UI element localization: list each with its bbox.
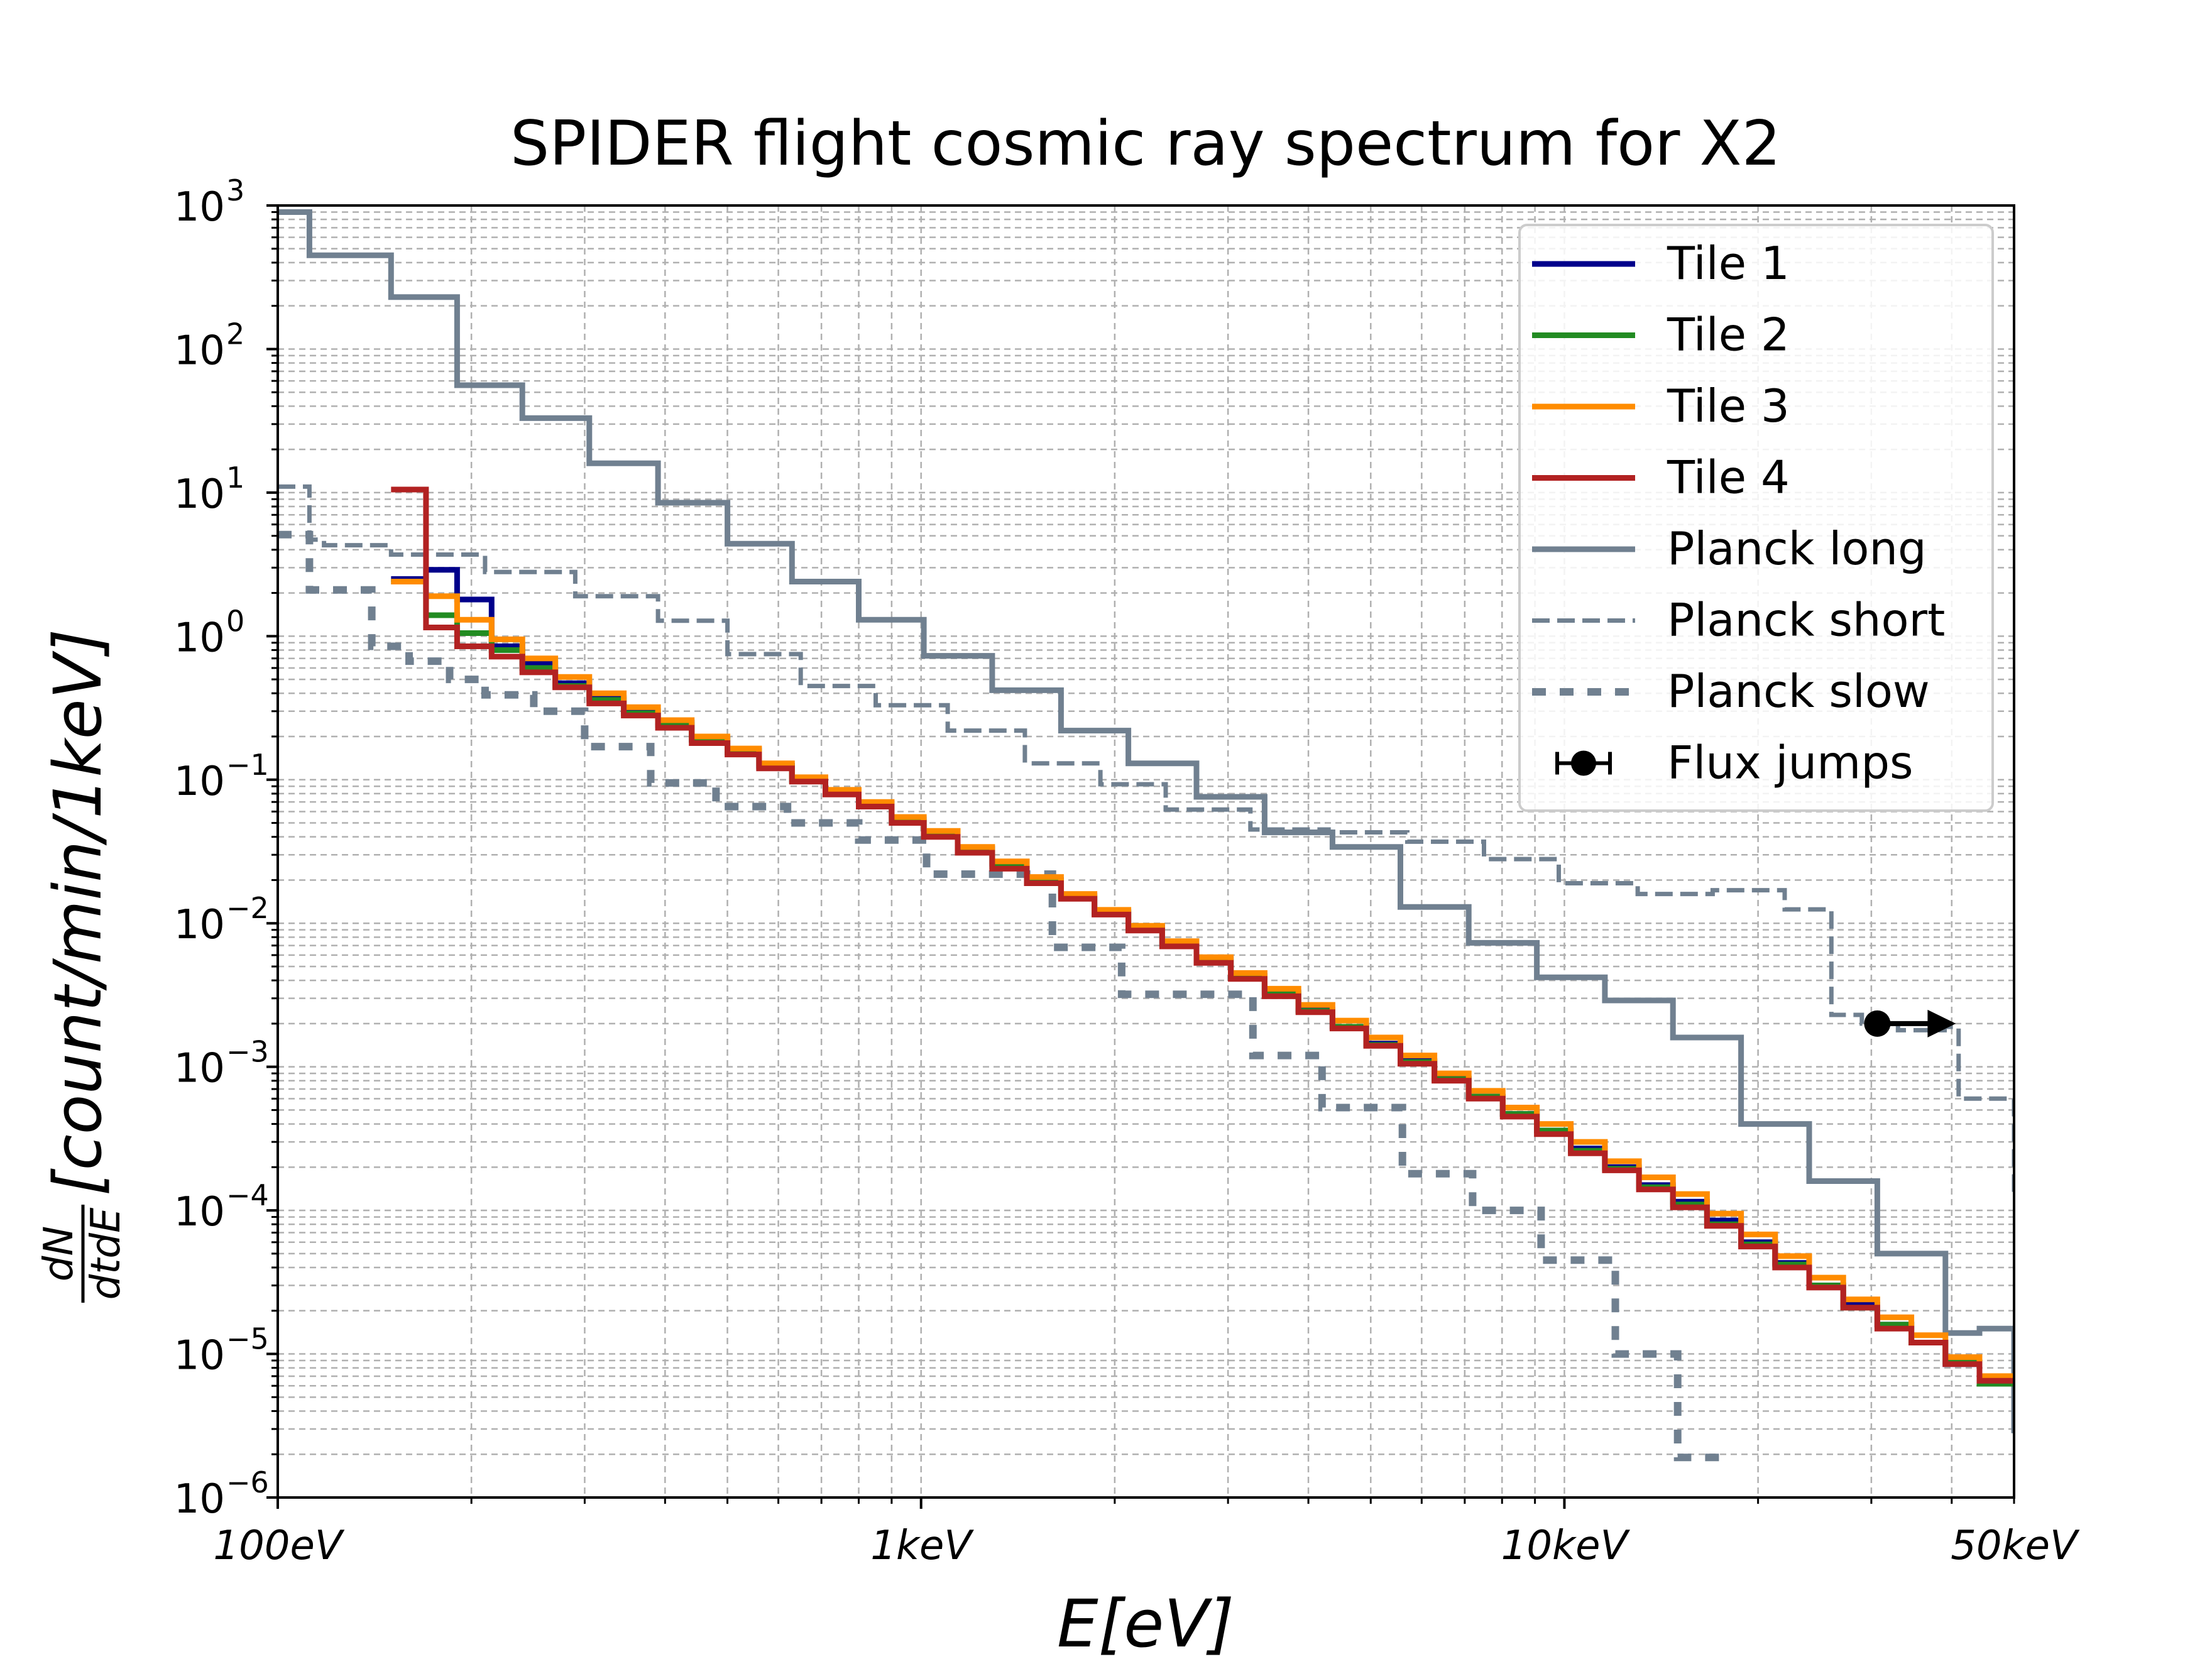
y-tick-label: 10 1	[174, 461, 245, 518]
series-planck-short	[278, 484, 2014, 1199]
y-tick-base: 10	[174, 615, 225, 661]
chart-title: SPIDER flight cosmic ray spectrum for X2	[510, 108, 1781, 180]
legend-label: Flux jumps	[1667, 736, 1914, 789]
legend-label: Planck slow	[1667, 665, 1930, 718]
y-tick-base: 10	[174, 902, 225, 948]
y-tick-exponent: −2	[226, 891, 269, 925]
y-tick-base: 10	[174, 1189, 225, 1235]
legend-item-planck-slow: Planck slow	[1532, 665, 1930, 718]
legend-item-tile-2: Tile 2	[1532, 309, 1790, 361]
legend-label: Tile 1	[1667, 237, 1790, 290]
legend-label: Planck long	[1667, 522, 1927, 575]
y-tick-exponent: −4	[226, 1178, 269, 1212]
legend-item-tile-1: Tile 1	[1532, 237, 1790, 290]
x-tick-label: 50keV	[1951, 1523, 2080, 1569]
y-tick-label: 10 −1	[174, 748, 269, 805]
plot-frame	[276, 204, 2015, 1499]
grid	[278, 205, 2014, 1497]
y-tick-label: 10 −3	[174, 1035, 269, 1092]
series-planck-slow	[278, 530, 1723, 1465]
y-tick-base: 10	[174, 758, 225, 805]
x-axis-label: E[eV]	[1057, 1585, 1234, 1659]
legend-label: Tile 2	[1667, 309, 1790, 361]
y-tick-exponent: −5	[226, 1322, 269, 1356]
y-tick-label: 10 2	[174, 317, 245, 374]
legend-item-tile-3: Tile 3	[1532, 380, 1790, 432]
y-tick-label: 10 −2	[174, 891, 269, 948]
y-tick-exponent: 0	[226, 604, 244, 638]
y-tick-label: 10 −4	[174, 1178, 269, 1235]
legend-label: Tile 4	[1667, 451, 1790, 504]
series-planck-long	[278, 209, 2014, 1433]
legend-item-flux-jumps: Flux jumps	[1555, 736, 1914, 789]
y-label-denominator: dtdE	[83, 1207, 129, 1300]
legend-item-planck-short: Planck short	[1532, 594, 1945, 647]
x-tick-label: 10keV	[1501, 1523, 1631, 1569]
y-tick-exponent: −6	[226, 1465, 269, 1499]
y-tick-exponent: 2	[226, 317, 244, 351]
x-tick-label: 1keV	[870, 1523, 974, 1569]
flux-jump-point	[1864, 1010, 1891, 1037]
flux-jump-marker	[1864, 1009, 1956, 1038]
legend-swatch-point	[1571, 750, 1596, 776]
y-tick-label: 10 0	[174, 604, 245, 661]
x-tick-label: 100eV	[213, 1523, 345, 1569]
y-tick-exponent: −1	[226, 748, 269, 782]
legend-box	[1518, 224, 1994, 812]
series-layer	[278, 209, 2014, 1465]
y-tick-base: 10	[174, 1476, 225, 1523]
y-axis-label: dN dtdE [count/min/1keV]	[36, 629, 129, 1303]
y-tick-label: 10 3	[174, 173, 245, 231]
y-tick-base: 10	[174, 1046, 225, 1092]
series-tile-4	[391, 486, 2014, 1384]
legend-item-tile-4: Tile 4	[1532, 451, 1790, 504]
legend-item-planck-long: Planck long	[1532, 522, 1927, 575]
y-tick-base: 10	[174, 1333, 225, 1379]
y-tick-label: 10 −5	[174, 1322, 269, 1379]
legend-label: Planck short	[1667, 594, 1945, 647]
legend-label: Tile 3	[1667, 380, 1790, 432]
y-tick-base: 10	[174, 327, 225, 374]
y-tick-label: 10 −6	[174, 1465, 269, 1523]
y-label-units: [count/min/1keV]	[40, 629, 116, 1196]
y-label-numerator: dN	[36, 1226, 82, 1282]
y-tick-exponent: 3	[226, 173, 244, 207]
y-tick-base: 10	[174, 184, 225, 231]
y-tick-exponent: −3	[226, 1035, 269, 1069]
y-tick-base: 10	[174, 471, 225, 518]
legend: Tile 1 Tile 2 Tile 3 Tile 4 Planck long Planc…	[1518, 224, 1994, 812]
flux-jump-arrow-head	[1927, 1009, 1956, 1038]
y-tick-exponent: 1	[226, 461, 244, 495]
